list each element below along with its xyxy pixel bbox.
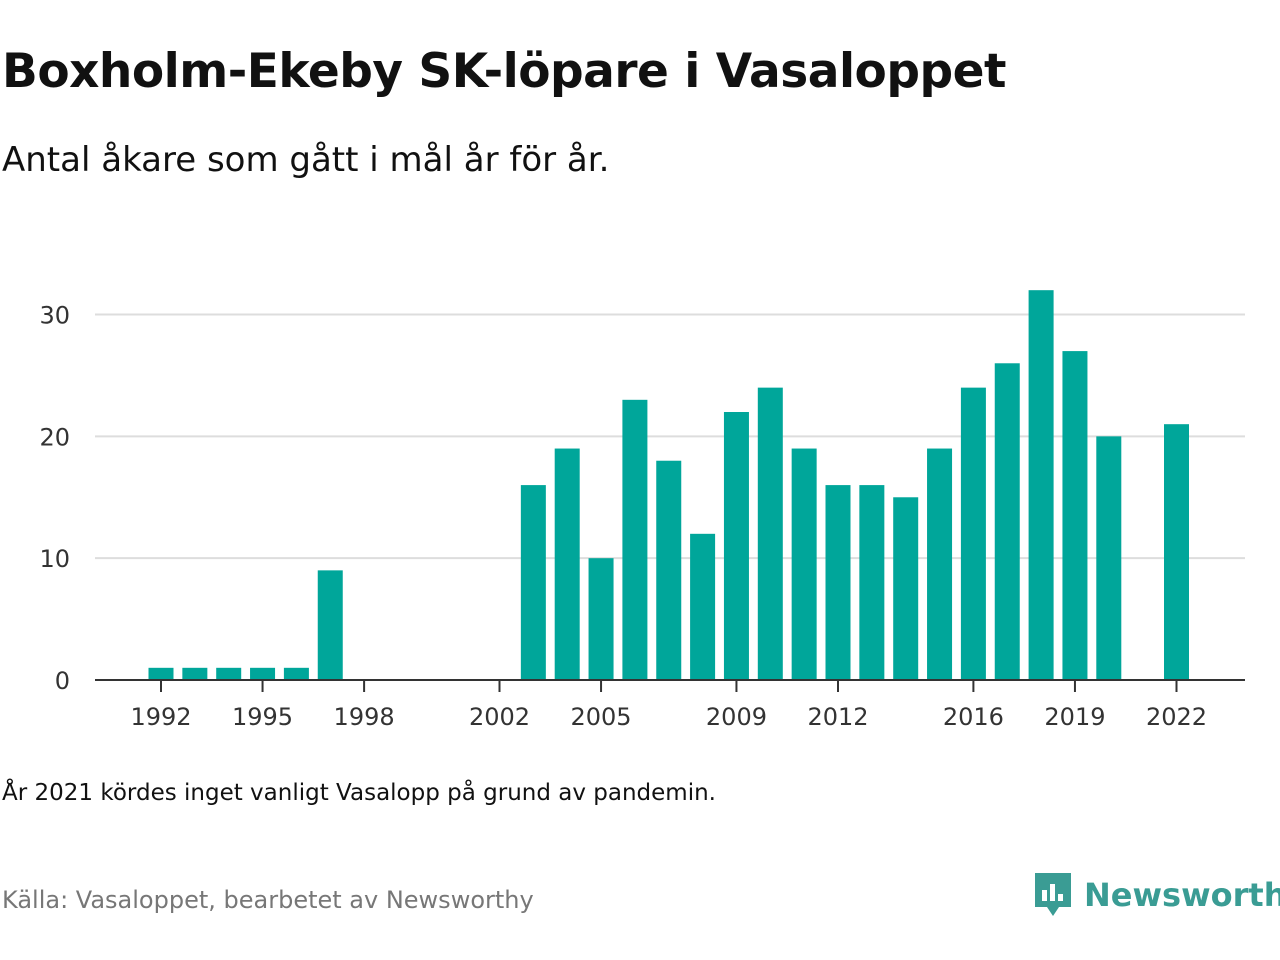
x-tick-label: 2009: [706, 703, 767, 731]
bar: [283, 667, 309, 680]
bar: [520, 485, 546, 680]
x-tick-label: 2022: [1146, 703, 1207, 731]
y-tick-label: 30: [39, 302, 70, 330]
bar: [757, 387, 783, 680]
newsworthy-logo-icon: [1035, 873, 1071, 916]
source-credit: Källa: Vasaloppet, bearbetet av Newswort…: [2, 886, 534, 914]
x-tick-label: 1992: [130, 703, 191, 731]
bar: [927, 448, 953, 680]
bar: [859, 485, 885, 680]
brand-logo: Newsworthy: [1032, 870, 1280, 920]
x-tick-label: 2002: [469, 703, 530, 731]
bar: [182, 667, 208, 680]
bar: [656, 460, 682, 680]
bar: [622, 399, 648, 680]
bar: [1028, 290, 1054, 680]
bar: [825, 485, 851, 680]
chart-title: Boxholm-Ekeby SK-löpare i Vasaloppet: [2, 44, 1006, 99]
bar: [250, 667, 276, 680]
y-tick-label: 10: [39, 545, 70, 573]
bar: [317, 570, 343, 680]
x-tick-label: 2016: [943, 703, 1004, 731]
bar: [723, 412, 749, 680]
bar: [554, 448, 580, 680]
bar: [791, 448, 817, 680]
x-tick-label: 2019: [1044, 703, 1105, 731]
chart-note: År 2021 kördes inget vanligt Vasalopp på…: [2, 780, 716, 806]
bar: [690, 533, 716, 680]
x-tick-label: 2012: [807, 703, 868, 731]
chart-subtitle: Antal åkare som gått i mål år för år.: [2, 140, 610, 180]
bar: [148, 667, 174, 680]
bar: [1164, 424, 1189, 680]
bar: [1062, 351, 1088, 680]
bar: [1096, 436, 1122, 680]
bar: [216, 667, 242, 680]
x-tick-label: 1995: [232, 703, 293, 731]
bar: [588, 558, 614, 680]
y-tick-label: 20: [39, 423, 70, 451]
bar: [994, 363, 1020, 680]
brand-name: Newsworthy: [1084, 876, 1280, 914]
bar: [893, 497, 919, 680]
y-tick-label: 0: [55, 667, 70, 695]
x-tick-label: 2005: [571, 703, 632, 731]
x-tick-label: 1998: [334, 703, 395, 731]
bar: [960, 387, 986, 680]
